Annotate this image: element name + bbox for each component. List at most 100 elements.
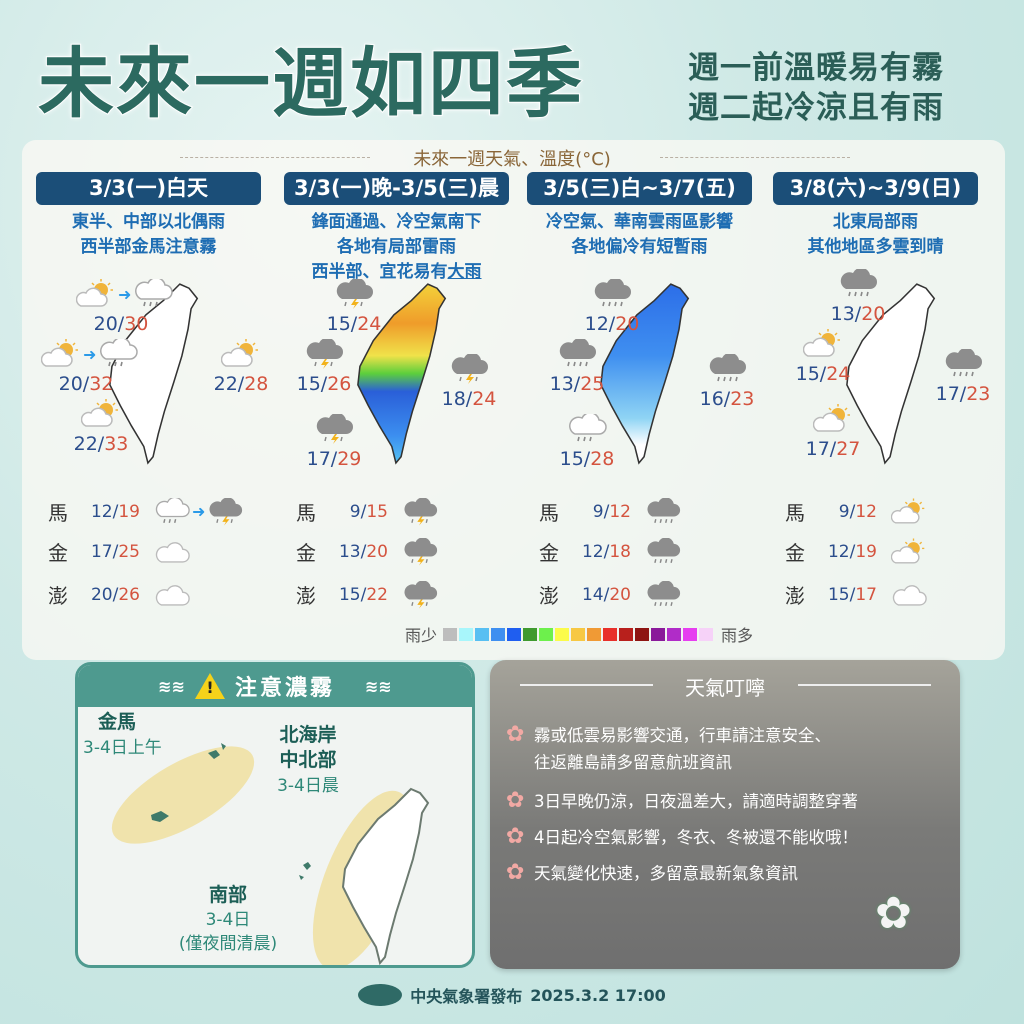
legend-swatch — [651, 627, 666, 641]
desc-line: 各地偏冷有短暫雨 — [571, 237, 708, 257]
island-forecast: 澎 15/17 — [785, 580, 927, 609]
desc-line: 鋒面通過、冷空氣南下 — [311, 212, 482, 232]
subtitle-line-2: 週二起冷涼且有雨 — [688, 90, 944, 126]
footer: 中央氣象署發布 2025.3.2 17:00 — [0, 983, 1024, 1007]
island-forecast: 馬 9/15 — [296, 497, 438, 526]
blossom-bullet-icon: ✿ — [506, 722, 525, 747]
temp-high: 28 — [590, 448, 615, 470]
city-forecast: 13/25 — [532, 339, 622, 395]
island-name: 馬 — [785, 501, 805, 525]
temp-low: 13 — [338, 541, 361, 562]
temperature-range: 13/20 — [830, 303, 886, 325]
island-temperature: 9/12 — [592, 501, 631, 522]
temp-low: 17 — [90, 541, 113, 562]
island-name: 金 — [296, 541, 316, 565]
period-header: 3/8(六)~3/9(日) — [773, 172, 978, 205]
fog-region-name: 北海岸 — [279, 724, 337, 746]
sun-cloud-icon — [813, 404, 853, 434]
period-description: 東半、中部以北偶雨 西半部金馬注意霧 — [21, 210, 276, 260]
publisher: 中央氣象署發布 — [410, 987, 523, 1006]
island-forecast: 澎 15/22 — [296, 580, 438, 609]
city-forecast: 17/23 — [918, 349, 1008, 405]
island-forecast: 金 12/18 — [539, 537, 681, 566]
fog-region-north: 北海岸 中北部 — [263, 723, 353, 773]
temp-high: 18 — [609, 541, 631, 562]
arrow-right-icon: ➜ — [118, 284, 132, 304]
rain-to-thunder-icon: ➜ — [154, 498, 243, 526]
thunderstorm-icon — [402, 581, 438, 609]
temp-high: 23 — [730, 388, 755, 410]
temp-high: 26 — [327, 373, 352, 395]
desc-text: 西半部、宜花易有 — [311, 262, 448, 282]
tips-title: 天氣叮嚀 — [685, 676, 765, 700]
city-forecast: 12/20 — [567, 279, 657, 335]
temperature-range: 16/23 — [699, 388, 755, 410]
kinmen-matsu-fog-map — [111, 743, 255, 844]
temp-low: 22 — [213, 373, 238, 395]
island-forecast: 金 13/20 — [296, 537, 438, 566]
tip-item: ✿ 4日起冷空氣影響，冬衣、冬被還不能收哦！ — [506, 824, 858, 851]
island-temperature: 14/20 — [581, 584, 631, 605]
island-temperature: 9/12 — [838, 501, 877, 522]
legend-swatch — [603, 627, 618, 641]
thunderstorm-icon — [304, 339, 344, 369]
island-name: 馬 — [296, 501, 316, 525]
period-description: 北東局部雨 其他地區多雲到晴 — [758, 210, 993, 260]
fog-region-name: 中北部 — [279, 749, 337, 771]
temp-low: 13 — [830, 303, 855, 325]
legend-swatch — [555, 627, 570, 641]
city-forecast: 22/33 — [56, 399, 146, 455]
period-description: 冷空氣、華南雲雨區影響 各地偏冷有短暫雨 — [512, 210, 767, 260]
temp-high: 25 — [118, 541, 140, 562]
legend-swatch — [635, 627, 650, 641]
legend-more-label: 雨多 — [721, 626, 754, 645]
temp-high: 12 — [855, 501, 877, 522]
fog-warning-box: ≋≋ ! 注意濃霧 ≋≋ 金馬 3-4日上午 北海岸 中北部 3-4日晨 南部 3… — [75, 662, 475, 968]
island-name: 馬 — [48, 501, 68, 525]
temp-high: 28 — [244, 373, 269, 395]
temp-low: 17 — [306, 448, 331, 470]
temperature-range: 15/24 — [795, 363, 851, 385]
legend-swatch — [459, 627, 474, 641]
temp-low: 9 — [349, 501, 361, 522]
warning-icon: ! — [194, 673, 225, 699]
period-header: 3/5(三)白~3/7(五) — [527, 172, 752, 205]
island-temperature: 12/19 — [827, 541, 877, 562]
temp-high: 33 — [104, 433, 129, 455]
rain-icon — [838, 269, 878, 299]
temp-high: 24 — [472, 388, 497, 410]
temperature-range: 15/24 — [326, 313, 382, 335]
divider — [520, 684, 653, 686]
thunderstorm-icon — [314, 414, 354, 444]
city-forecast: 17/27 — [788, 404, 878, 460]
thunderstorm-icon — [402, 498, 438, 526]
desc-emphasis: 大雨 — [447, 262, 482, 282]
temp-high: 24 — [357, 313, 382, 335]
temperature-range: 17/23 — [935, 383, 991, 405]
temperature-range: 20/32 — [58, 373, 114, 395]
island-name: 澎 — [785, 584, 805, 608]
island-forecast: 金 12/19 — [785, 537, 927, 566]
cloud-icon — [154, 581, 190, 609]
city-forecast: 15/24 — [778, 329, 868, 385]
temp-high: 20 — [615, 313, 640, 335]
island-temperature: 12/19 — [90, 501, 140, 522]
sun-cloud-to-rain-icon: ➜ — [41, 339, 138, 369]
temp-high: 22 — [366, 584, 388, 605]
tip-item: ✿ 霧或低雲易影響交通，行車請注意安全、 往返離島請多留意航班資訊 — [506, 722, 831, 776]
temp-low: 17 — [805, 438, 830, 460]
period-header: 3/3(一)白天 — [36, 172, 261, 205]
temp-low: 16 — [699, 388, 724, 410]
temp-high: 19 — [118, 501, 140, 522]
island-name: 澎 — [296, 584, 316, 608]
island-name: 澎 — [539, 584, 559, 608]
temp-high: 30 — [124, 313, 149, 335]
rain-icon — [557, 339, 597, 369]
temp-low: 20 — [93, 313, 118, 335]
temperature-range: 22/28 — [213, 373, 269, 395]
cloud-icon — [891, 581, 927, 609]
desc-line: 北東局部雨 — [833, 212, 918, 232]
fog-time-north: 3-4日晨 — [277, 776, 339, 796]
sun-cloud-to-rain-icon: ➜ — [76, 279, 173, 309]
tip-item: ✿ 3日早晚仍涼，日夜溫差大，請適時調整穿著 — [506, 788, 858, 815]
